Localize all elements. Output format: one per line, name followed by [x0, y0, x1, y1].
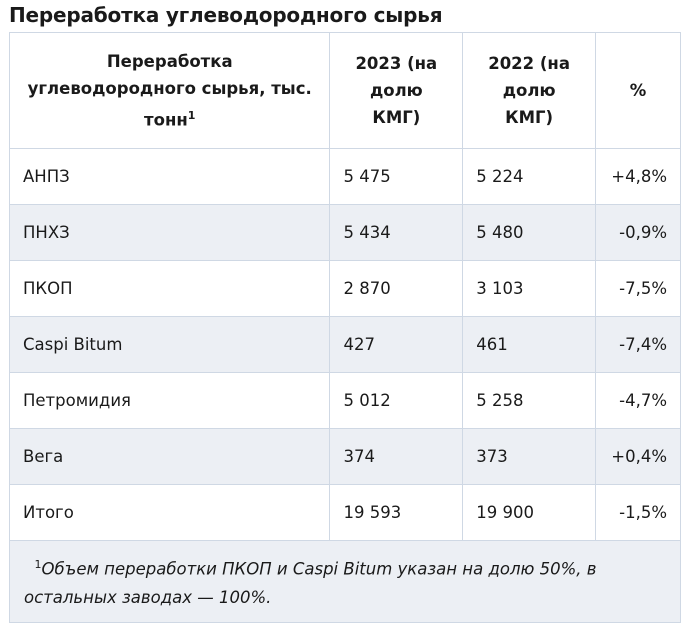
cell-2023: 5 434	[329, 204, 464, 261]
cell-2023: 2 870	[329, 260, 464, 317]
cell-percent: -7,5%	[594, 260, 682, 317]
refining-table: Переработка углеводородного сырья, тыс. …	[8, 32, 682, 623]
table-row: Петромидия 5 012 5 258 -4,7%	[8, 372, 682, 429]
footnote-row: 1Объем переработки ПКОП и Caspi Bitum ук…	[9, 540, 681, 623]
cell-2023: 374	[329, 428, 464, 485]
page-title: Переработка углеводородного сырья	[9, 3, 443, 27]
cell-plant: Итого	[8, 484, 331, 541]
footnote-text: Объем переработки ПКОП и Caspi Bitum ука…	[24, 559, 597, 607]
cell-2023: 19 593	[329, 484, 464, 541]
table-row: Итого 19 593 19 900 -1,5%	[8, 484, 682, 541]
footnote-mark: 1	[34, 558, 42, 572]
footnote: 1Объем переработки ПКОП и Caspi Bitum ук…	[9, 540, 681, 623]
table-row: АНПЗ 5 475 5 224 +4,8%	[8, 148, 682, 205]
cell-plant: ПНХЗ	[8, 204, 331, 261]
cell-percent: +0,4%	[594, 428, 682, 485]
cell-plant: ПКОП	[8, 260, 331, 317]
cell-2023: 5 475	[329, 148, 464, 205]
header-product: Переработка углеводородного сырья, тыс. …	[8, 32, 331, 149]
header-2022: 2022 (на долю КМГ)	[462, 32, 596, 149]
table-row: Caspi Bitum 427 461 -7,4%	[8, 316, 682, 373]
header-percent: %	[594, 32, 682, 149]
cell-2022: 5 480	[462, 204, 596, 261]
cell-2022: 3 103	[462, 260, 596, 317]
cell-2023: 5 012	[329, 372, 464, 429]
cell-2022: 19 900	[462, 484, 596, 541]
cell-plant: Вега	[8, 428, 331, 485]
cell-2022: 373	[462, 428, 596, 485]
cell-percent: -7,4%	[594, 316, 682, 373]
cell-2022: 5 224	[462, 148, 596, 205]
cell-plant: Caspi Bitum	[8, 316, 331, 373]
header-label: Переработка углеводородного сырья, тыс. …	[27, 51, 312, 130]
cell-percent: -4,7%	[594, 372, 682, 429]
header-row: Переработка углеводородного сырья, тыс. …	[8, 32, 682, 149]
cell-plant: Петромидия	[8, 372, 331, 429]
header-2023: 2023 (на долю КМГ)	[329, 32, 464, 149]
cell-plant: АНПЗ	[8, 148, 331, 205]
table-row: ПНХЗ 5 434 5 480 -0,9%	[8, 204, 682, 261]
cell-percent: +4,8%	[594, 148, 682, 205]
table-row: ПКОП 2 870 3 103 -7,5%	[8, 260, 682, 317]
cell-2022: 461	[462, 316, 596, 373]
cell-percent: -1,5%	[594, 484, 682, 541]
cell-2023: 427	[329, 316, 464, 373]
footnote-ref: 1	[187, 108, 196, 122]
table-row: Вега 374 373 +0,4%	[8, 428, 682, 485]
cell-2022: 5 258	[462, 372, 596, 429]
cell-percent: -0,9%	[594, 204, 682, 261]
